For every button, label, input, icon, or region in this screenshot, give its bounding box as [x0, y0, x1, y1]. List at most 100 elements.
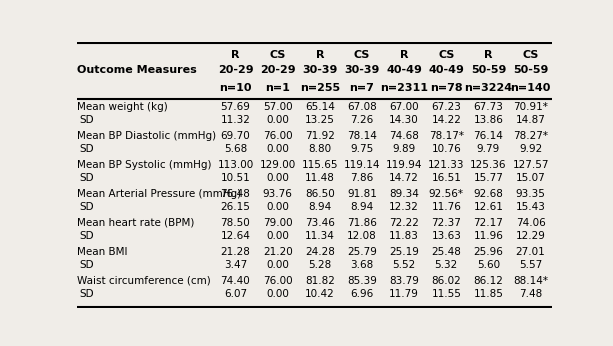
- Text: 24.28: 24.28: [305, 247, 335, 257]
- Text: SD: SD: [79, 289, 94, 299]
- Text: 70.91*: 70.91*: [513, 102, 548, 112]
- Text: Mean Arterial Pressure (mmHg): Mean Arterial Pressure (mmHg): [77, 189, 241, 199]
- Text: n=7: n=7: [349, 83, 375, 93]
- Text: 9.92: 9.92: [519, 144, 543, 154]
- Text: 71.92: 71.92: [305, 131, 335, 141]
- Text: 74.68: 74.68: [389, 131, 419, 141]
- Text: 15.07: 15.07: [516, 173, 546, 183]
- Text: 89.34: 89.34: [389, 189, 419, 199]
- Text: 78.17*: 78.17*: [428, 131, 464, 141]
- Text: 0.00: 0.00: [266, 116, 289, 125]
- Text: 88.14*: 88.14*: [513, 275, 548, 285]
- Text: 16.51: 16.51: [432, 173, 461, 183]
- Text: 5.57: 5.57: [519, 260, 543, 270]
- Text: 7.86: 7.86: [351, 173, 373, 183]
- Text: 5.68: 5.68: [224, 144, 247, 154]
- Text: 12.29: 12.29: [516, 231, 546, 241]
- Text: 129.00: 129.00: [259, 160, 295, 170]
- Text: R: R: [484, 49, 493, 60]
- Text: 81.82: 81.82: [305, 275, 335, 285]
- Text: 92.56*: 92.56*: [428, 189, 464, 199]
- Text: n=140: n=140: [511, 83, 551, 93]
- Text: 67.73: 67.73: [473, 102, 503, 112]
- Text: 20-29: 20-29: [260, 65, 295, 75]
- Text: 85.39: 85.39: [347, 275, 377, 285]
- Text: R: R: [316, 49, 324, 60]
- Text: 3.47: 3.47: [224, 260, 247, 270]
- Text: 13.86: 13.86: [473, 116, 503, 125]
- Text: 12.64: 12.64: [221, 231, 251, 241]
- Text: 5.52: 5.52: [392, 260, 416, 270]
- Text: 11.85: 11.85: [473, 289, 503, 299]
- Text: 6.96: 6.96: [351, 289, 373, 299]
- Text: 8.94: 8.94: [351, 202, 373, 212]
- Text: 0.00: 0.00: [266, 202, 289, 212]
- Text: 73.46: 73.46: [305, 218, 335, 228]
- Text: n=78: n=78: [430, 83, 463, 93]
- Text: 57.69: 57.69: [221, 102, 251, 112]
- Text: SD: SD: [79, 116, 94, 125]
- Text: 15.43: 15.43: [516, 202, 546, 212]
- Text: 92.68: 92.68: [473, 189, 503, 199]
- Text: 72.17: 72.17: [473, 218, 503, 228]
- Text: 79.00: 79.00: [263, 218, 292, 228]
- Text: CS: CS: [438, 49, 454, 60]
- Text: 40-49: 40-49: [386, 65, 422, 75]
- Text: 25.19: 25.19: [389, 247, 419, 257]
- Text: 0.00: 0.00: [266, 231, 289, 241]
- Text: 115.65: 115.65: [302, 160, 338, 170]
- Text: 93.76: 93.76: [263, 189, 292, 199]
- Text: SD: SD: [79, 173, 94, 183]
- Text: 14.72: 14.72: [389, 173, 419, 183]
- Text: 119.94: 119.94: [386, 160, 422, 170]
- Text: 10.76: 10.76: [432, 144, 461, 154]
- Text: Mean BMI: Mean BMI: [77, 247, 127, 257]
- Text: Mean weight (kg): Mean weight (kg): [77, 102, 167, 112]
- Text: 0.00: 0.00: [266, 289, 289, 299]
- Text: 67.00: 67.00: [389, 102, 419, 112]
- Text: 72.37: 72.37: [432, 218, 461, 228]
- Text: R: R: [231, 49, 240, 60]
- Text: 8.80: 8.80: [308, 144, 332, 154]
- Text: 67.08: 67.08: [347, 102, 377, 112]
- Text: n=10: n=10: [219, 83, 252, 93]
- Text: 25.79: 25.79: [347, 247, 377, 257]
- Text: 69.70: 69.70: [221, 131, 250, 141]
- Text: 74.06: 74.06: [516, 218, 546, 228]
- Text: 72.22: 72.22: [389, 218, 419, 228]
- Text: 5.60: 5.60: [477, 260, 500, 270]
- Text: SD: SD: [79, 231, 94, 241]
- Text: 10.42: 10.42: [305, 289, 335, 299]
- Text: 121.33: 121.33: [428, 160, 465, 170]
- Text: 5.28: 5.28: [308, 260, 332, 270]
- Text: 3.68: 3.68: [351, 260, 373, 270]
- Text: 14.30: 14.30: [389, 116, 419, 125]
- Text: 12.08: 12.08: [347, 231, 377, 241]
- Text: R: R: [400, 49, 408, 60]
- Text: 25.48: 25.48: [432, 247, 461, 257]
- Text: Outcome Measures: Outcome Measures: [77, 65, 196, 75]
- Text: Mean BP Systolic (mmHg): Mean BP Systolic (mmHg): [77, 160, 211, 170]
- Text: 27.01: 27.01: [516, 247, 546, 257]
- Text: 40-49: 40-49: [428, 65, 464, 75]
- Text: Mean BP Diastolic (mmHg): Mean BP Diastolic (mmHg): [77, 131, 216, 141]
- Text: 91.81: 91.81: [347, 189, 377, 199]
- Text: 15.77: 15.77: [473, 173, 503, 183]
- Text: 86.12: 86.12: [473, 275, 503, 285]
- Text: 86.50: 86.50: [305, 189, 335, 199]
- Text: 30-39: 30-39: [345, 65, 379, 75]
- Text: 125.36: 125.36: [470, 160, 507, 170]
- Text: 9.79: 9.79: [477, 144, 500, 154]
- Text: 86.02: 86.02: [432, 275, 461, 285]
- Text: 5.32: 5.32: [435, 260, 458, 270]
- Text: 9.89: 9.89: [392, 144, 416, 154]
- Text: 119.14: 119.14: [344, 160, 380, 170]
- Text: 65.14: 65.14: [305, 102, 335, 112]
- Text: 14.87: 14.87: [516, 116, 546, 125]
- Text: 11.76: 11.76: [432, 202, 461, 212]
- Text: 9.75: 9.75: [351, 144, 373, 154]
- Text: 78.27*: 78.27*: [513, 131, 548, 141]
- Text: Mean heart rate (BPM): Mean heart rate (BPM): [77, 218, 194, 228]
- Text: 7.48: 7.48: [519, 289, 543, 299]
- Text: 13.63: 13.63: [432, 231, 461, 241]
